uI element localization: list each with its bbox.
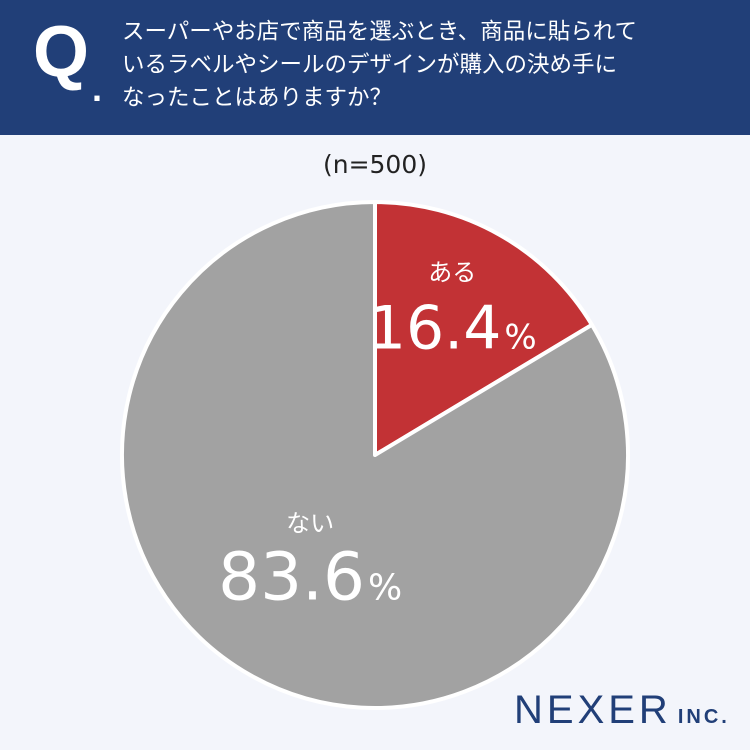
slice-category-label: ある [428,259,476,287]
pie-slice-1 [373,200,594,457]
question-line-3: なったことはありますか？ [122,85,393,111]
sample-size: (n=500) [322,150,428,179]
question-line-1: スーパーやお店で商品を選ぶとき、商品に貼られて [122,19,638,45]
slice-category-label: ない [286,509,334,537]
pie-slice-2 [120,200,630,710]
brand-logo: NEXER INC. [514,688,730,733]
brand-suffix: INC. [677,706,730,728]
slice-unit-label: % [504,318,536,358]
q-dot: . [92,68,103,109]
brand-name: NEXER [514,688,672,732]
q-letter: Q [33,12,90,92]
question-header: Q . スーパーやお店で商品を選ぶとき、商品に貼られて いるラベルやシールのデザ… [0,0,750,135]
slice-unit-label: % [368,567,402,608]
question-text: スーパーやお店で商品を選ぶとき、商品に貼られて いるラベルやシールのデザインが購… [122,16,722,115]
question-line-2: いるラベルやシールのデザインが購入の決め手に [122,52,618,78]
